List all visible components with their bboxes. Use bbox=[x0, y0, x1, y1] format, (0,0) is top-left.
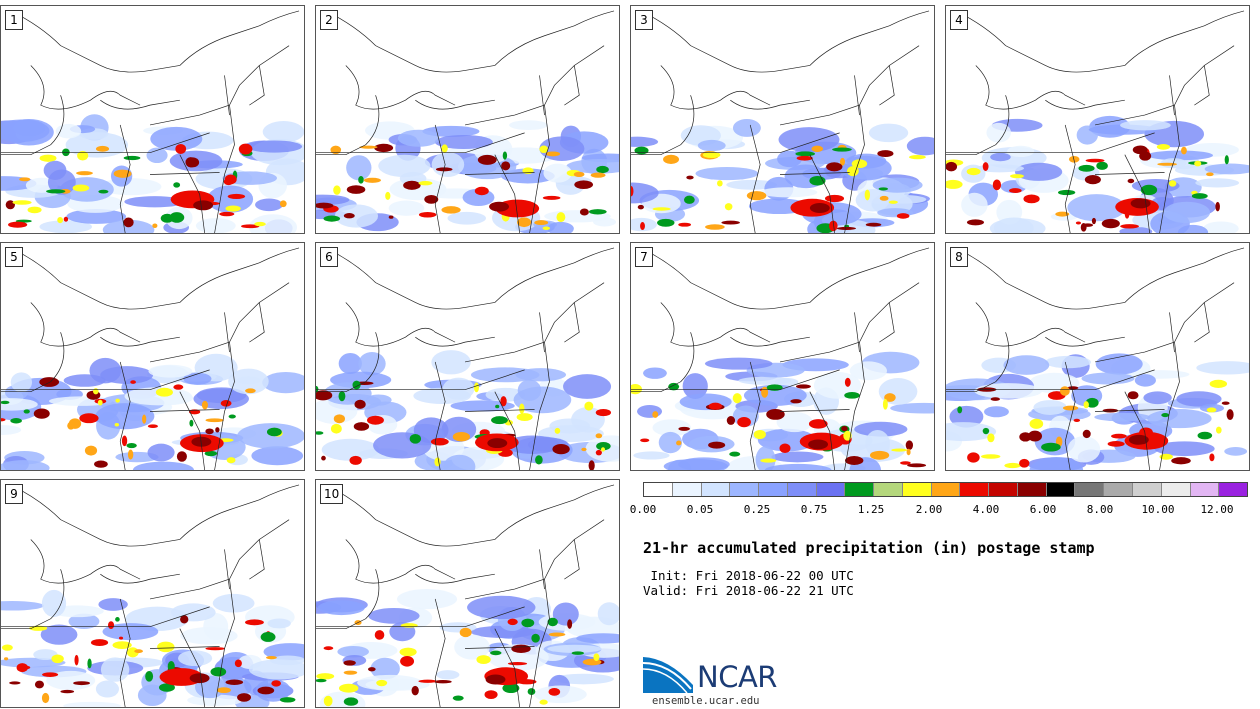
member-number: 10 bbox=[320, 484, 344, 504]
colorbar-swatch bbox=[730, 483, 760, 496]
colorbar-tick-label: 8.00 bbox=[1086, 503, 1114, 516]
member-number: 6 bbox=[320, 247, 338, 267]
colorbar-tick-label: 0.05 bbox=[686, 503, 714, 516]
precip-map bbox=[946, 10, 1249, 233]
precip-map bbox=[1, 247, 304, 470]
colorbar-swatch bbox=[759, 483, 788, 496]
precip-map bbox=[1, 10, 304, 233]
precip-map bbox=[316, 247, 619, 470]
chart-title: 21-hr accumulated precipitation (in) pos… bbox=[643, 539, 1095, 557]
colorbar-swatch bbox=[644, 483, 673, 496]
colorbar-tick-label: 0.25 bbox=[743, 503, 771, 516]
precip-map bbox=[946, 247, 1249, 470]
member-number: 9 bbox=[5, 484, 23, 504]
precip-colorbar bbox=[643, 482, 1248, 497]
colorbar-swatch bbox=[816, 483, 846, 496]
colorbar-swatch bbox=[1017, 483, 1047, 496]
colorbar-tick-label: 0.75 bbox=[800, 503, 828, 516]
site-url: ensemble.ucar.edu bbox=[652, 695, 760, 707]
colorbar-tick-label: 0.00 bbox=[629, 503, 657, 516]
ensemble-member-panel: 10 bbox=[315, 479, 620, 708]
ensemble-member-panel: 9 bbox=[0, 479, 305, 708]
colorbar-swatch bbox=[874, 483, 903, 496]
ensemble-member-panel: 2 bbox=[315, 5, 620, 234]
member-number: 7 bbox=[635, 247, 653, 267]
ensemble-member-panel: 6 bbox=[315, 242, 620, 471]
init-time: Init: Fri 2018-06-22 00 UTC bbox=[643, 568, 854, 583]
colorbar-swatch bbox=[787, 483, 817, 496]
colorbar-swatch bbox=[1161, 483, 1191, 496]
colorbar-swatch bbox=[1075, 483, 1105, 496]
ensemble-member-panel: 8 bbox=[945, 242, 1250, 471]
colorbar-tick-label: 6.00 bbox=[1029, 503, 1057, 516]
colorbar-swatch bbox=[1133, 483, 1162, 496]
colorbar-tick-label: 4.00 bbox=[972, 503, 1000, 516]
ncar-logo bbox=[643, 657, 693, 694]
member-number: 2 bbox=[320, 10, 338, 30]
colorbar-swatch bbox=[1104, 483, 1134, 496]
precip-map bbox=[631, 10, 934, 233]
colorbar-swatch bbox=[931, 483, 961, 496]
valid-time: Valid: Fri 2018-06-22 21 UTC bbox=[643, 583, 854, 598]
ensemble-member-panel: 7 bbox=[630, 242, 935, 471]
colorbar-swatch bbox=[672, 483, 702, 496]
colorbar-swatch bbox=[989, 483, 1018, 496]
colorbar-tick-label: 12.00 bbox=[1200, 503, 1234, 516]
colorbar-swatch bbox=[1190, 483, 1220, 496]
precip-map bbox=[316, 484, 619, 707]
member-number: 1 bbox=[5, 10, 23, 30]
precip-map bbox=[631, 247, 934, 470]
colorbar-tick-label: 1.25 bbox=[857, 503, 885, 516]
member-number: 3 bbox=[635, 10, 653, 30]
ensemble-member-panel: 3 bbox=[630, 5, 935, 234]
colorbar-swatch bbox=[902, 483, 932, 496]
ensemble-member-panel: 1 bbox=[0, 5, 305, 234]
colorbar-tick-label: 2.00 bbox=[915, 503, 943, 516]
colorbar-swatch bbox=[1046, 483, 1076, 496]
colorbar-swatch bbox=[960, 483, 990, 496]
colorbar-swatch bbox=[1219, 483, 1248, 496]
ensemble-member-panel: 5 bbox=[0, 242, 305, 471]
member-number: 4 bbox=[950, 10, 968, 30]
ncar-logo-text: NCAR bbox=[697, 660, 777, 694]
colorbar-swatch bbox=[701, 483, 731, 496]
precip-map bbox=[316, 10, 619, 233]
precip-map bbox=[1, 484, 304, 707]
ensemble-member-panel: 4 bbox=[945, 5, 1250, 234]
member-number: 5 bbox=[5, 247, 23, 267]
colorbar-swatch bbox=[845, 483, 875, 496]
colorbar-tick-label: 10.00 bbox=[1141, 503, 1175, 516]
member-number: 8 bbox=[950, 247, 968, 267]
